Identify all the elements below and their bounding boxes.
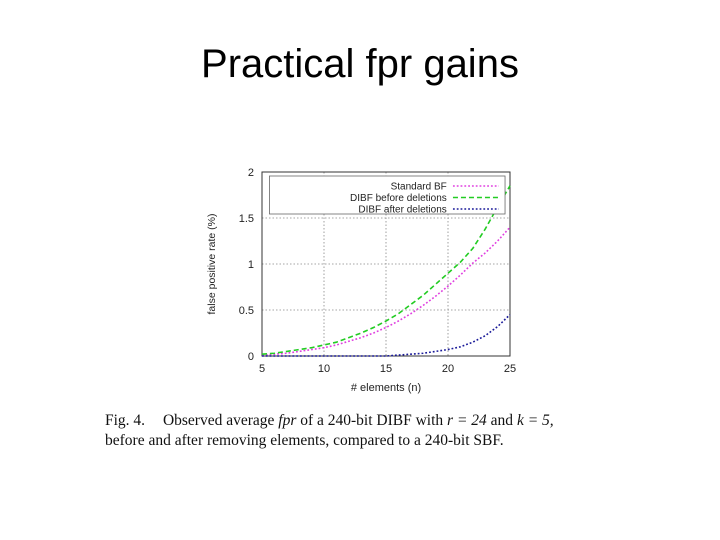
y-tick-label: 1	[248, 259, 254, 271]
y-tick-label: 0.5	[239, 305, 254, 317]
x-tick-label: 15	[380, 363, 392, 375]
y-tick-label: 2	[248, 167, 254, 179]
series-lines	[261, 185, 511, 357]
caption-label: Fig. 4.	[105, 412, 146, 429]
caption-line-1: Fig. 4. Observed average fpr of a 240-bi…	[105, 411, 615, 431]
figure-caption: Fig. 4. Observed average fpr of a 240-bi…	[105, 411, 615, 451]
grid-lines	[262, 172, 510, 356]
y-tick-label: 0	[248, 351, 254, 363]
x-axis-label: # elements (n)	[351, 382, 421, 394]
caption-text-2: of a 240-bit DIBF with	[300, 412, 444, 429]
caption-text-3: and	[490, 412, 514, 429]
y-axis-label: false positive rate (%)	[206, 214, 218, 315]
x-tick-label: 20	[442, 363, 454, 375]
caption-text-1: Observed average	[162, 412, 275, 429]
caption-math-fpr: fpr	[278, 412, 297, 429]
slide-title: Practical fpr gains	[201, 42, 519, 86]
x-tick-label: 10	[318, 363, 330, 375]
caption-math-k: k = 5,	[516, 412, 554, 429]
caption-line-2: before and after removing elements, comp…	[105, 432, 504, 449]
x-tick-label: 5	[259, 363, 265, 375]
legend-label: DIBF after deletions	[358, 205, 446, 216]
y-tick-label: 1.5	[239, 213, 254, 225]
x-tick-label: 25	[504, 363, 516, 375]
legend-label: DIBF before deletions	[350, 193, 447, 204]
plot-frame	[261, 171, 511, 357]
axis-ticks: 5 10 15 20 25 0 0.5 1 1.5 2	[239, 167, 516, 375]
legend-label: Standard BF	[391, 182, 447, 193]
legend-box	[269, 175, 506, 215]
series-line-2	[261, 185, 511, 355]
caption-math-r: r = 24	[447, 412, 487, 429]
